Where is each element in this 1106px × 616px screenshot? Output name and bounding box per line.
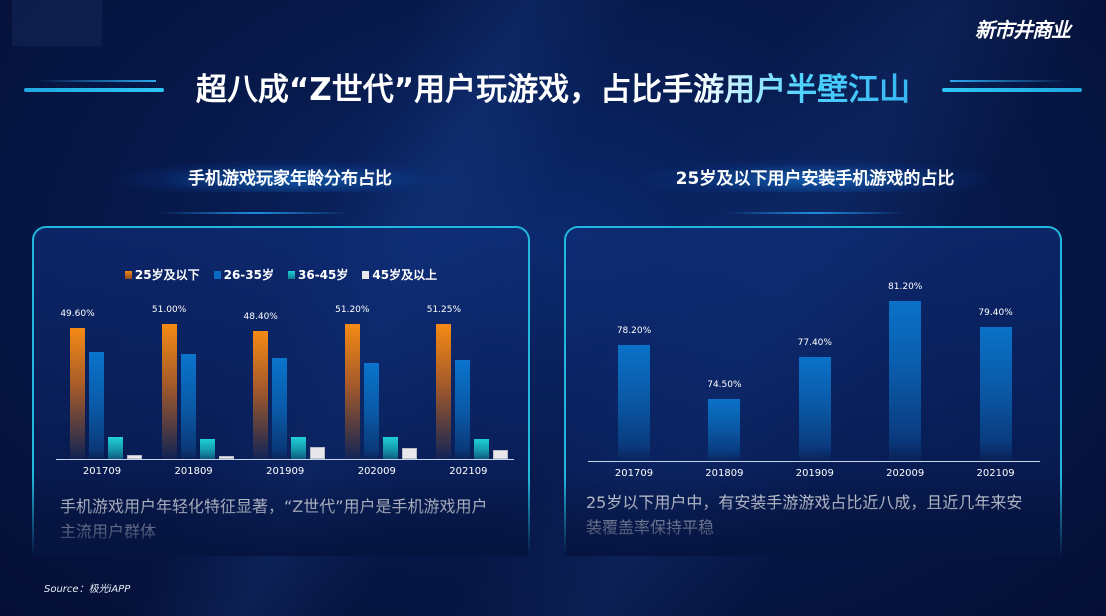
bar: 74.50% xyxy=(707,380,742,461)
data-label: 81.20% xyxy=(888,282,923,292)
legend-swatch-teal xyxy=(288,270,295,279)
bar-group: 51.00% xyxy=(152,298,238,459)
chart-legend: 25岁及以下 26-35岁 36-45岁 45岁及以上 xyxy=(34,266,528,283)
legend-label: 26-35岁 xyxy=(223,268,274,282)
right-description: 25岁以下用户中，有安装手游游戏占比近八成，且近几年来安装覆盖率保持平稳 xyxy=(586,493,1023,537)
bar xyxy=(401,447,417,459)
bar xyxy=(382,437,398,459)
brand-logo: 新市井商业 xyxy=(975,18,1071,42)
bar: 81.20% xyxy=(888,282,922,461)
bar: 78.20% xyxy=(617,326,651,461)
data-label: 51.25% xyxy=(426,304,462,315)
bar-group: 77.40% xyxy=(798,278,835,461)
data-label: 51.00% xyxy=(151,305,187,316)
data-label: 49.60% xyxy=(60,309,95,319)
x-tick-label: 201909 xyxy=(266,466,305,477)
bar xyxy=(89,352,104,459)
bar-group: 49.60% xyxy=(60,298,146,459)
left-description: 手机游戏用户年轻化特征显著，“Z世代”用户是手机游戏用户主流用户群体 xyxy=(60,497,488,541)
bar xyxy=(180,354,196,459)
bar xyxy=(199,438,215,459)
page-title: 超八成“Z世代”用户玩游戏，占比手游用户半壁江山 xyxy=(196,64,910,109)
bar xyxy=(272,357,288,459)
x-tick-label: 202009 xyxy=(886,468,925,479)
bar: 51.20% xyxy=(335,305,369,459)
bar: 49.60% xyxy=(60,309,95,459)
bar xyxy=(291,437,307,459)
legend-item: 45岁及以上 xyxy=(362,266,437,283)
bar-group: 51.20% xyxy=(335,298,421,459)
bar xyxy=(363,362,379,459)
x-tick-label: 201809 xyxy=(705,468,744,479)
bar-group: 74.50% xyxy=(707,278,744,461)
right-title-underline xyxy=(725,212,905,214)
bar-group: 78.20% xyxy=(617,278,654,461)
bar: 79.40% xyxy=(978,308,1013,461)
left-chart-panel: 25岁及以下 26-35岁 36-45岁 45岁及以上 49.60% 51.00%… xyxy=(32,226,530,556)
bar xyxy=(218,455,234,459)
x-tick-label: 202109 xyxy=(449,466,488,477)
x-tick-label: 202009 xyxy=(357,466,396,477)
bar: 48.40% xyxy=(244,312,278,459)
legend-label: 45岁及以上 xyxy=(372,268,438,282)
title-decor-line-right xyxy=(942,88,1082,92)
left-title-underline xyxy=(160,212,350,214)
x-axis-line xyxy=(588,461,1040,462)
bar xyxy=(127,455,142,459)
bar xyxy=(310,447,326,459)
bar: 51.25% xyxy=(427,305,461,459)
title-decor-line-right-thin xyxy=(950,80,1070,82)
data-label: 48.40% xyxy=(243,312,278,323)
bar-group: 51.25% xyxy=(427,298,512,459)
source-note: Source：极光iAPP xyxy=(44,584,131,595)
x-tick-label: 202109 xyxy=(976,468,1015,479)
bar: 77.40% xyxy=(798,338,832,461)
x-tick-label: 201709 xyxy=(82,466,122,477)
legend-swatch-white xyxy=(362,270,370,279)
bar xyxy=(474,438,490,459)
grouped-bar-chart: 49.60% 51.00% 48.40% 51.20% 51.25% xyxy=(56,298,514,459)
legend-label: 36-45岁 xyxy=(298,268,349,282)
data-label: 74.50% xyxy=(707,380,742,391)
bar xyxy=(108,437,123,459)
corner-placeholder xyxy=(12,0,102,46)
bar-group: 48.40% xyxy=(244,298,329,459)
bar: 51.00% xyxy=(152,305,186,459)
legend-item: 36-45岁 xyxy=(288,266,348,283)
data-label: 78.20% xyxy=(616,326,652,337)
x-tick-label: 201809 xyxy=(174,466,213,477)
legend-item: 25岁及以下 xyxy=(124,266,200,283)
data-label: 77.40% xyxy=(797,337,832,348)
legend-item: 26-35岁 xyxy=(213,266,274,283)
data-label: 79.40% xyxy=(978,308,1013,319)
x-tick-label: 201909 xyxy=(795,468,834,479)
bar xyxy=(455,359,471,459)
x-tick-label: 201709 xyxy=(614,468,654,479)
left-chart-title: 手机游戏玩家年龄分布占比 xyxy=(120,160,460,192)
bar-group: 81.20% xyxy=(888,278,925,461)
title-decor-line-left xyxy=(24,88,164,92)
data-label: 51.20% xyxy=(335,304,370,315)
legend-label: 25岁及以下 xyxy=(134,268,200,282)
page-title-row: 超八成“Z世代”用户玩游戏，占比手游用户半壁江山 xyxy=(0,64,1106,108)
single-bar-chart: 78.20% 74.50% 77.40% 81.20% 79.40% xyxy=(588,278,1040,461)
legend-swatch-orange xyxy=(124,270,132,279)
right-chart-title: 25岁及以下用户安装手机游戏的占比 xyxy=(640,160,990,192)
bar xyxy=(493,450,509,459)
x-axis-line xyxy=(56,459,514,460)
bar-group: 79.40% xyxy=(978,278,1016,461)
legend-swatch-blue xyxy=(213,270,221,279)
title-decor-line-left-thin xyxy=(36,80,156,82)
right-chart-panel: 78.20% 74.50% 77.40% 81.20% 79.40% 201709 201… xyxy=(564,226,1062,556)
